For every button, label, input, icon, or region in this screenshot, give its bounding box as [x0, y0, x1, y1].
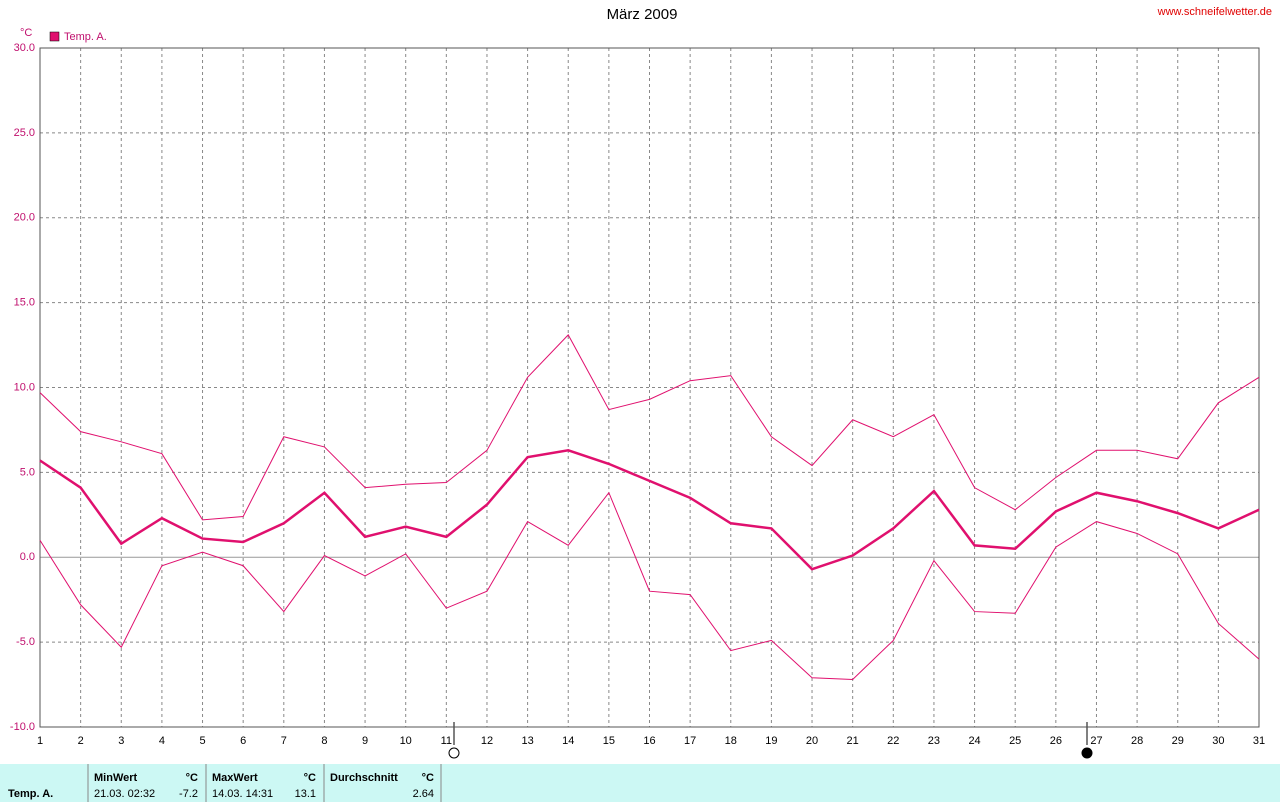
y-tick-label: 15.0 — [14, 297, 35, 309]
y-tick-label: 25.0 — [14, 127, 35, 139]
x-tick-label: 26 — [1050, 735, 1062, 747]
plot-frame — [39, 47, 1260, 728]
x-tick-label: 4 — [159, 735, 165, 747]
source: www.schneifelwetter.de — [1157, 6, 1272, 18]
x-tick-label: 23 — [928, 735, 940, 747]
x-tick-label: 10 — [400, 735, 412, 747]
y-unit: °C — [20, 27, 32, 39]
y-tick-label: 0.0 — [20, 551, 35, 563]
summary-header: MinWert °C MaxWert °C Durchschnitt °C — [94, 772, 434, 784]
summary-row-label: Temp. A. — [8, 788, 53, 800]
y-tick-label: 30.0 — [14, 42, 35, 54]
x-tick-label: 15 — [603, 735, 615, 747]
summary-dividers — [87, 764, 442, 802]
y-tick-label: 10.0 — [14, 381, 35, 393]
x-tick-label: 24 — [968, 735, 980, 747]
y-tick-label: -5.0 — [16, 636, 35, 648]
y-tick-label: 20.0 — [14, 212, 35, 224]
legend-label: Temp. A. — [64, 31, 107, 43]
summary-header-cell: MinWert — [94, 772, 138, 784]
x-tick-label: 7 — [281, 735, 287, 747]
x-tick-label: 6 — [240, 735, 246, 747]
x-tick-label: 22 — [887, 735, 899, 747]
chart-title: März 2009 — [607, 6, 678, 23]
summary-cell: 13.1 — [295, 788, 316, 800]
summary-header-cell: °C — [422, 772, 434, 784]
x-tick-label: 13 — [521, 735, 533, 747]
x-tick-label: 3 — [118, 735, 124, 747]
x-tick-label: 9 — [362, 735, 368, 747]
y-tick-label: 5.0 — [20, 466, 35, 478]
x-tick-label: 16 — [643, 735, 655, 747]
x-tick-label: 30 — [1212, 735, 1224, 747]
x-tick-label: 17 — [684, 735, 696, 747]
x-tick-label: 14 — [562, 735, 574, 747]
summary-header-cell: MaxWert — [212, 772, 258, 784]
x-tick-label: 12 — [481, 735, 493, 747]
x-tick-label: 8 — [321, 735, 327, 747]
line — [39, 491, 1260, 680]
moon-phases — [448, 722, 1093, 759]
new-moon — [1081, 747, 1093, 759]
summary-header-cell: Durchschnitt — [330, 772, 398, 784]
x-tick-label: 11 — [441, 735, 452, 747]
summary-cell: 21.03. 02:32 — [94, 788, 155, 800]
summary-cell: 14.03. 14:31 — [212, 788, 273, 800]
x-tick-label: 25 — [1009, 735, 1021, 747]
x-tick-label: 28 — [1131, 735, 1143, 747]
legend-swatch — [49, 31, 60, 42]
x-tick-label: 27 — [1090, 735, 1102, 747]
x-tick-label: 1 — [37, 735, 43, 747]
x-tick-label: 29 — [1172, 735, 1184, 747]
x-tick-label: 18 — [725, 735, 737, 747]
summary-header-cell: °C — [304, 772, 316, 784]
x-tick-label: 31 — [1253, 735, 1265, 747]
full-moon — [448, 747, 460, 759]
summary-bg — [0, 764, 1280, 802]
line — [39, 334, 1260, 521]
y-tick-label: -10.0 — [10, 721, 35, 733]
x-tick-label: 21 — [847, 735, 859, 747]
summary-cell: -7.2 — [179, 788, 198, 800]
x-tick-label: 5 — [199, 735, 205, 747]
x-tick-label: 2 — [78, 735, 84, 747]
x-tick-label: 19 — [765, 735, 777, 747]
line — [39, 449, 1260, 571]
summary-header-cell: °C — [186, 772, 198, 784]
x-tick-label: 20 — [806, 735, 818, 747]
summary-cell: 2.64 — [413, 788, 434, 800]
